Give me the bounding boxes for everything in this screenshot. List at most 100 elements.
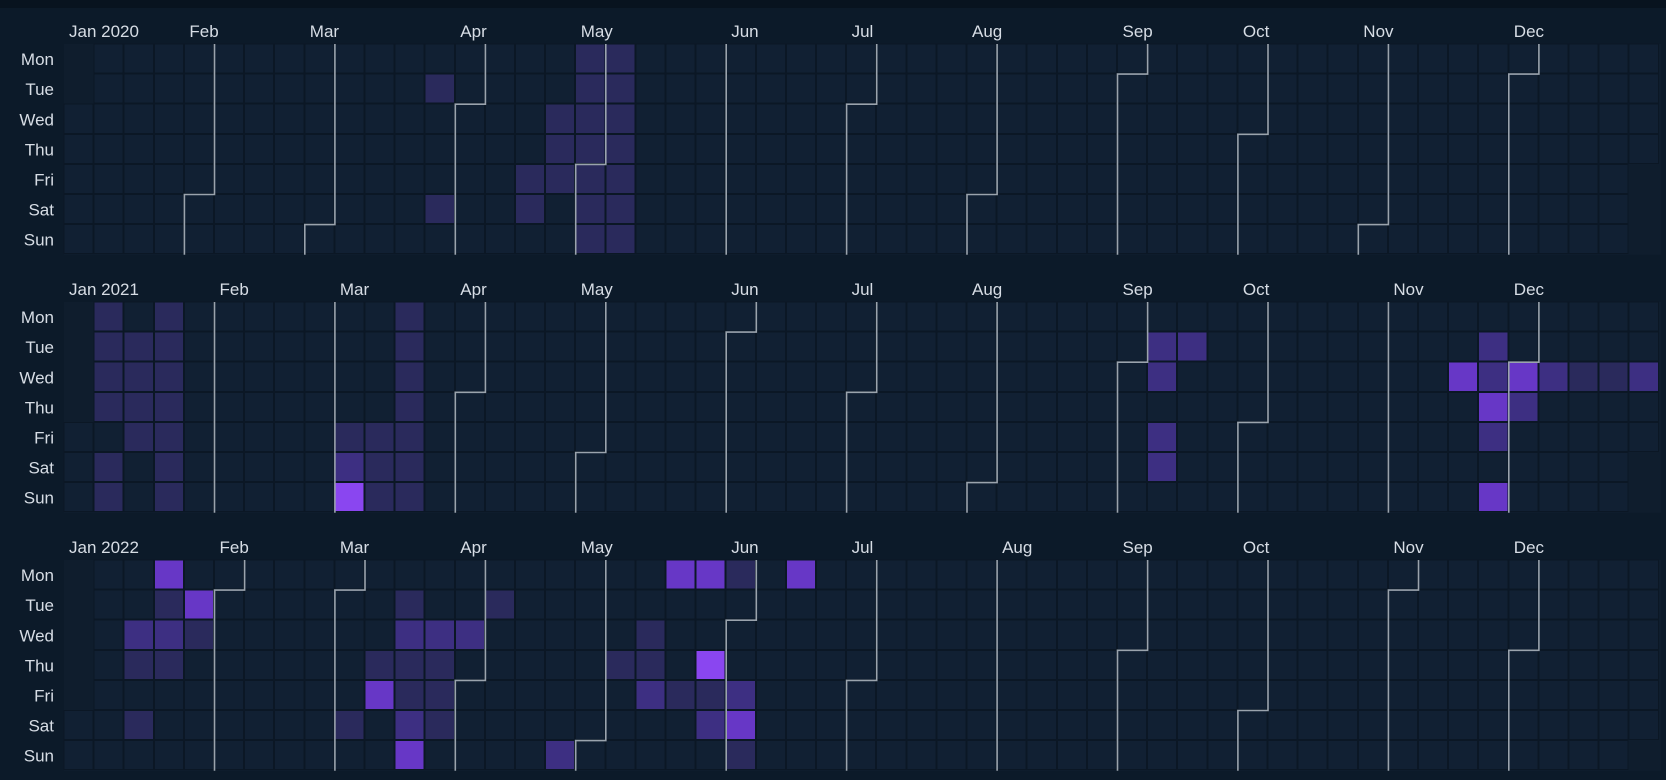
day-cell-2020-04-02 [454,133,485,164]
day-cell-2020-08-12 [1026,103,1057,134]
day-cell-2022-05-18 [665,619,696,650]
day-cell-2021-09-16 [1177,391,1208,422]
day-cell-2021-01-18 [153,301,184,332]
day-cell-2020-11-15 [1418,224,1449,255]
day-cell-2021-07-23 [936,421,967,452]
day-cell-2020-05-17 [635,224,666,255]
day-cell-2020-11-01 [1357,224,1388,255]
day-cell-2021-03-17 [394,361,425,392]
day-cell-2022-08-25 [1086,649,1118,680]
day-cell-2020-07-02 [846,133,877,164]
day-cell-2022-10-30 [1357,740,1388,771]
day-cell-2020-05-25 [695,43,726,74]
day-cell-2022-12-15 [1568,649,1599,680]
day-cell-2021-05-14 [635,421,666,452]
day-cell-2022-03-05 [334,710,365,741]
day-cell-2020-07-10 [876,163,907,194]
day-cell-2021-09-17 [1177,421,1208,452]
day-cell-2021-08-02 [996,301,1027,332]
day-cell-2020-04-09 [484,133,515,164]
day-cell-2022-08-30 [1117,589,1148,620]
day-cell-2020-09-30 [1237,103,1268,134]
day-cell-2022-10-17 [1327,559,1358,590]
day-cell-2021-01-19 [153,331,184,362]
weekday-label-tue: Tue [25,80,54,99]
day-cell-2021-02-03 [214,361,245,392]
day-cell-2020-01-26 [153,224,184,255]
day-cell-2021-09-02 [1117,391,1148,422]
day-cell-2021-12-09 [1538,391,1569,422]
day-cell-2020-06-17 [785,103,817,134]
day-cell-2021-01-14 [123,391,154,422]
day-cell-2021-11-03 [1387,361,1419,392]
day-cell-2022-04-23 [545,710,576,741]
day-cell-2021-03-06 [334,452,365,483]
day-cell-2022-12-12 [1568,559,1599,590]
day-cell-2020-12-30 [1628,103,1659,134]
day-cell-2020-05-08 [605,163,636,194]
day-cell-2021-05-12 [635,361,666,392]
day-cell-2022-04-04 [484,559,515,590]
day-cell-2020-09-03 [1117,133,1148,164]
day-cell-2022-02-27 [304,740,335,771]
day-cell-2022-07-16 [906,710,937,741]
day-cell-2020-11-30 [1508,43,1539,74]
day-cell-2020-02-18 [274,73,305,104]
day-cell-2022-08-04 [996,649,1027,680]
day-cell-2021-10-15 [1297,421,1328,452]
day-cell-2021-10-09 [1267,452,1298,483]
day-cell-2022-07-06 [876,619,907,650]
day-cell-2021-03-21 [394,482,425,513]
day-cell-2020-04-11 [484,194,515,225]
day-cell-2020-03-15 [364,224,395,255]
day-cell-2021-05-22 [665,452,696,483]
day-cell-2021-04-28 [575,361,606,392]
day-cell-2020-12-08 [1538,73,1569,104]
day-cell-2021-05-04 [605,331,636,362]
day-cell-2022-12-05 [1538,559,1569,590]
day-cell-2020-01-17 [123,163,154,194]
day-cell-2020-05-01 [575,163,606,194]
day-cell-2020-01-20 [153,43,184,74]
month-boundary-2022-12 [1508,560,1540,771]
day-cell-2021-11-07 [1387,482,1419,513]
day-cell-2022-05-10 [635,589,666,620]
day-cell-2022-08-19 [1056,679,1087,711]
day-cell-2021-01-11 [123,301,154,332]
day-cell-2020-01-30 [183,133,214,164]
day-cell-2020-06-01 [725,43,756,74]
day-cell-2020-03-08 [334,224,365,255]
day-cell-2022-03-08 [364,589,395,620]
day-cell-2020-04-16 [515,133,546,164]
day-cell-2021-06-18 [785,421,817,452]
day-cell-2021-05-08 [605,452,636,483]
day-cell-2020-08-19 [1056,103,1087,134]
day-cell-2022-11-08 [1418,589,1449,620]
day-cell-2022-08-14 [1026,740,1057,771]
day-cell-2022-05-27 [695,679,726,711]
day-cell-2021-08-19 [1056,391,1087,422]
day-cell-2021-02-24 [304,361,335,392]
day-cell-2020-08-08 [996,194,1027,225]
day-cell-2020-02-07 [214,163,245,194]
day-cell-2021-11-16 [1448,331,1479,362]
day-cell-2020-09-10 [1147,133,1178,164]
day-cell-2021-06-21 [816,301,847,332]
day-cell-2020-09-14 [1177,43,1208,74]
day-cell-2022-08-16 [1056,589,1087,620]
day-cell-2022-12-24 [1598,710,1629,741]
day-cell-2021-08-13 [1026,421,1057,452]
day-cell-2022-01-09 [93,740,124,771]
day-cell-2022-01-17 [153,559,184,590]
day-cell-2022-06-05 [725,740,756,771]
day-cell-2021-08-03 [996,331,1027,362]
day-cell-2020-07-28 [966,73,997,104]
day-cell-2022-03-20 [394,740,425,771]
day-cell-2020-06-09 [755,73,786,104]
day-cell-2021-06-22 [816,331,847,362]
day-cell-2021-05-26 [695,361,726,392]
month-label-2020-01: Jan 2020 [69,22,139,41]
day-cell-2022-02-18 [274,679,305,711]
day-cell-2020-01-29 [183,103,214,134]
day-cell-2021-08-10 [1026,331,1057,362]
